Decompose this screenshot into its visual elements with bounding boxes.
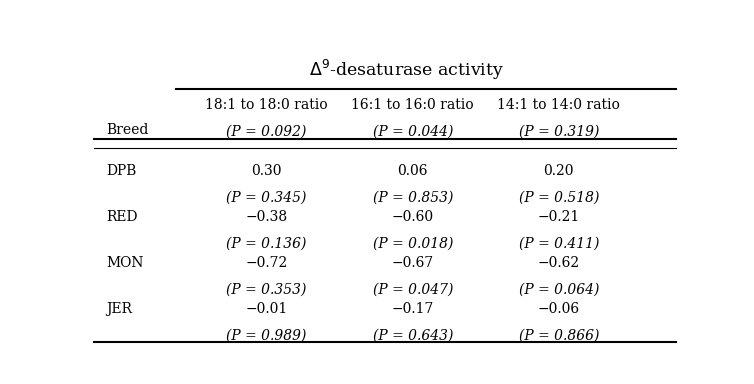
Text: −0.17: −0.17 bbox=[391, 302, 434, 316]
Text: (P = 0.044): (P = 0.044) bbox=[372, 124, 453, 139]
Text: Breed: Breed bbox=[106, 123, 149, 137]
Text: JER: JER bbox=[106, 302, 132, 316]
Text: (P = 0.518): (P = 0.518) bbox=[519, 191, 599, 205]
Text: (P = 0.989): (P = 0.989) bbox=[226, 328, 307, 343]
Text: (P = 0.345): (P = 0.345) bbox=[226, 191, 307, 205]
Text: −0.01: −0.01 bbox=[246, 302, 288, 316]
Text: MON: MON bbox=[106, 256, 143, 270]
Text: −0.38: −0.38 bbox=[246, 210, 288, 224]
Text: (P = 0.064): (P = 0.064) bbox=[519, 283, 599, 296]
Text: (P = 0.047): (P = 0.047) bbox=[372, 283, 453, 296]
Text: 0.20: 0.20 bbox=[544, 164, 574, 178]
Text: −0.60: −0.60 bbox=[391, 210, 434, 224]
Text: $\Delta^{9}$-desaturase activity: $\Delta^{9}$-desaturase activity bbox=[309, 58, 504, 82]
Text: RED: RED bbox=[106, 210, 137, 224]
Text: (P = 0.136): (P = 0.136) bbox=[226, 237, 307, 251]
Text: (P = 0.411): (P = 0.411) bbox=[519, 237, 599, 251]
Text: (P = 0.018): (P = 0.018) bbox=[372, 237, 453, 251]
Text: 18:1 to 18:0 ratio: 18:1 to 18:0 ratio bbox=[205, 98, 328, 112]
Text: 0.30: 0.30 bbox=[251, 164, 282, 178]
Text: (P = 0.643): (P = 0.643) bbox=[372, 328, 453, 343]
Text: −0.21: −0.21 bbox=[538, 210, 580, 224]
Text: DPB: DPB bbox=[106, 164, 136, 178]
Text: −0.62: −0.62 bbox=[538, 256, 580, 270]
Text: −0.67: −0.67 bbox=[391, 256, 434, 270]
Text: 16:1 to 16:0 ratio: 16:1 to 16:0 ratio bbox=[351, 98, 474, 112]
Text: 14:1 to 14:0 ratio: 14:1 to 14:0 ratio bbox=[498, 98, 621, 112]
Text: 0.06: 0.06 bbox=[397, 164, 428, 178]
Text: (P = 0.853): (P = 0.853) bbox=[372, 191, 453, 205]
Text: (P = 0.092): (P = 0.092) bbox=[226, 124, 307, 139]
Text: (P = 0.866): (P = 0.866) bbox=[519, 328, 599, 343]
Text: −0.06: −0.06 bbox=[538, 302, 580, 316]
Text: (P = 0.353): (P = 0.353) bbox=[226, 283, 307, 296]
Text: (P = 0.319): (P = 0.319) bbox=[519, 124, 599, 139]
Text: −0.72: −0.72 bbox=[246, 256, 288, 270]
